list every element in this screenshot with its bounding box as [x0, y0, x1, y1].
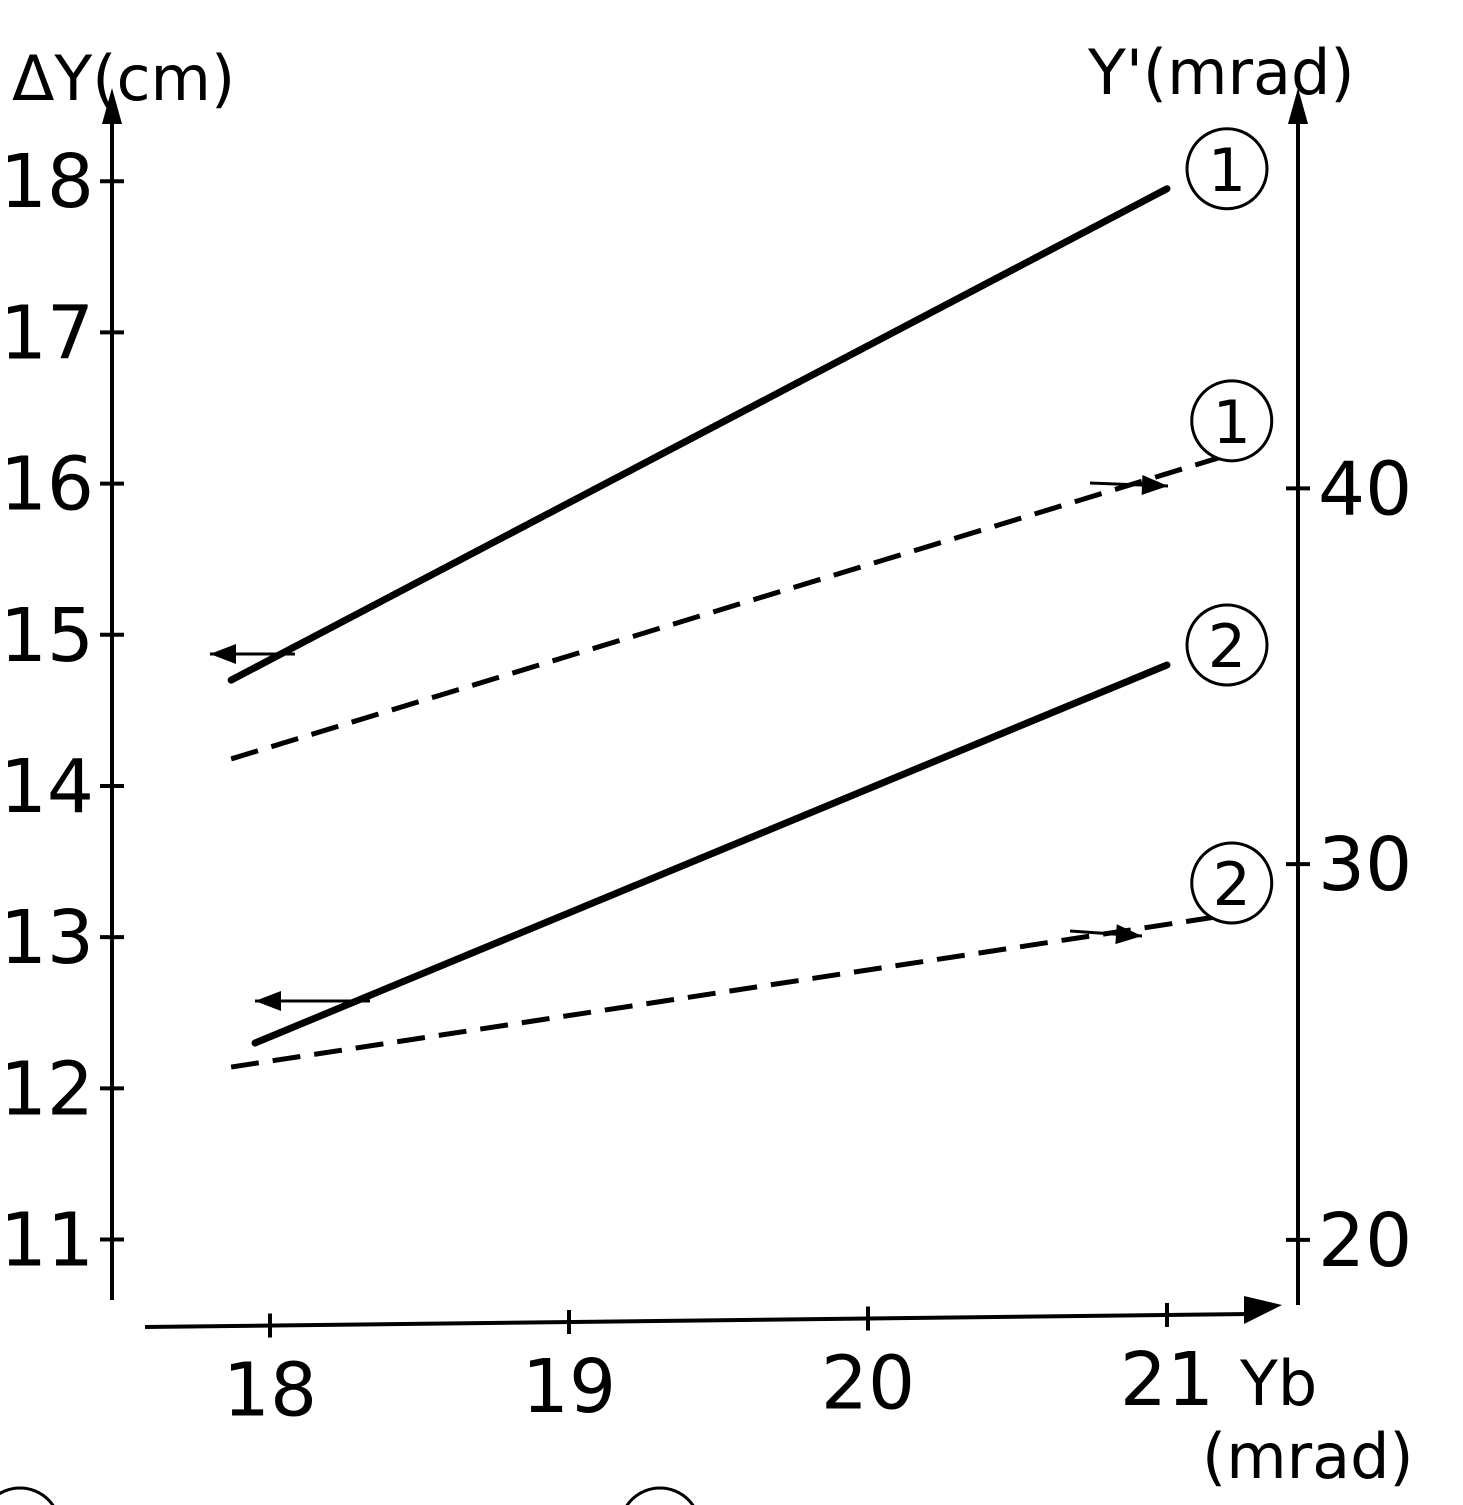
left-tick-label: 12 — [0, 1046, 94, 1132]
series-marker-label: 1 — [1208, 136, 1246, 206]
series-marker-circle — [1185, 127, 1269, 211]
x-tick-label: 20 — [821, 1340, 915, 1426]
x-tick-label: 18 — [223, 1348, 317, 1434]
right-pointer-arrow-1-head — [1141, 475, 1168, 495]
right-tick-label: 40 — [1318, 446, 1412, 532]
left-tick-label: 14 — [0, 744, 94, 830]
series-marker-label: 2 — [1213, 850, 1251, 920]
series-marker-label: 1 — [1213, 388, 1251, 458]
x-tick-label: 19 — [522, 1344, 616, 1430]
series-solid-line-1 — [227, 185, 1171, 684]
left-tick-label: 11 — [0, 1198, 94, 1284]
right-axis-title: Y'(mrad) — [1087, 36, 1355, 109]
left-pointer-arrow-1-head — [210, 644, 236, 664]
series-marker-circle — [1190, 841, 1274, 925]
footer-marker-1-partial — [0, 1486, 55, 1505]
right-tick-label: 30 — [1318, 822, 1412, 908]
x-axis-unit: (mrad) — [1202, 1420, 1414, 1493]
footer-marker-2-partial — [625, 1486, 695, 1505]
left-tick-label: 15 — [0, 593, 94, 679]
x-axis-line — [144, 1312, 1251, 1329]
left-axis-title: ΔY(cm) — [12, 42, 235, 115]
series-marker-circle — [1190, 379, 1274, 463]
left-tick-label: 13 — [0, 895, 94, 981]
right-pointer-arrow-2-head — [1115, 924, 1142, 945]
right-axis-arrow — [1288, 88, 1308, 124]
series-solid-line-2 — [251, 661, 1171, 1047]
left-tick-label: 17 — [0, 290, 94, 376]
series-marker-circle — [1185, 603, 1269, 687]
x-axis-arrow — [1244, 1296, 1282, 1324]
series-marker-label: 2 — [1208, 612, 1246, 682]
x-tick-label: 21 — [1120, 1337, 1214, 1423]
left-tick-label: 18 — [0, 139, 94, 225]
left-tick-label: 16 — [0, 442, 94, 528]
left-pointer-arrow-2-head — [255, 991, 281, 1011]
series-dashed-line-2 — [230, 910, 1243, 1070]
right-tick-label: 20 — [1318, 1198, 1412, 1284]
left-axis-arrow — [102, 88, 122, 124]
series-dashed-line-1 — [230, 448, 1243, 762]
x-axis-title: Yb — [1239, 1347, 1317, 1420]
